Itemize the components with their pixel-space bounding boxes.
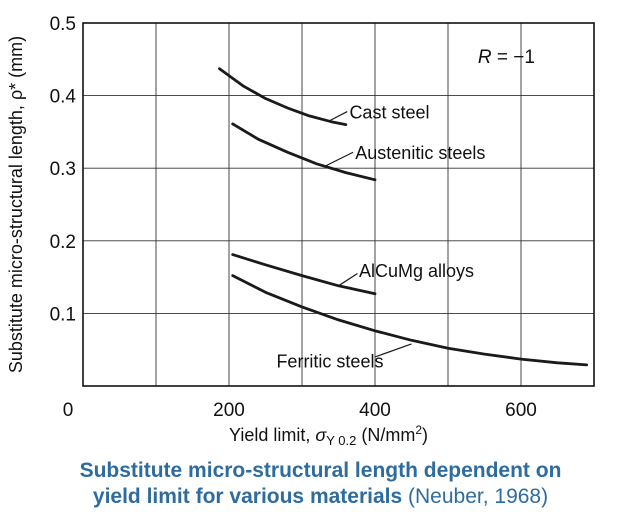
x-axis-label-unit-close: )	[422, 425, 428, 445]
series-line-austenitic-steels	[231, 122, 377, 182]
y-axis-label: Substitute micro-structural length, ρ* (…	[6, 36, 26, 373]
x-axis-label: Yield limit, σY 0.2 (N/mm2)	[229, 423, 428, 448]
plot-frame	[82, 22, 595, 387]
series-lines	[218, 67, 589, 367]
label-pointer-austenitic-steels	[323, 151, 354, 168]
x-axis-label-unit-open: (N/mm	[356, 425, 415, 445]
y-tick-label: 0.2	[50, 232, 76, 253]
label-pointer-alcumg-alloys	[338, 272, 358, 287]
y-tick-label: 0.1	[50, 304, 76, 325]
series-label-austenitic-steels: Austenitic steels	[355, 143, 485, 163]
x-axis-label-unit-exp: 2	[415, 423, 422, 437]
figure-caption-line-1: Substitute micro-structural length depen…	[79, 459, 562, 482]
series-label-ferritic-steels: Ferritic steels	[276, 352, 383, 372]
y-tick-label: 0.5	[50, 14, 76, 35]
y-tick-label: 0.3	[50, 159, 76, 180]
series-label-alcumg-alloys: AlCuMg alloys	[359, 261, 474, 281]
series-line-cast-steel	[218, 67, 348, 126]
x-tick-label: 400	[359, 400, 391, 421]
x-tick-labels: 0 200 400 600	[63, 400, 537, 421]
label-pointer-cast-steel	[327, 111, 348, 123]
figure-caption-citation: (Neuber, 1968)	[402, 485, 549, 508]
y-tick-labels: 0.1 0.2 0.3 0.4 0.5	[50, 14, 77, 325]
y-tick-label: 0.4	[50, 87, 77, 108]
x-axis-label-main: Yield limit,	[229, 425, 315, 445]
series-labels: Cast steel Austenitic steels AlCuMg alloys…	[276, 103, 485, 372]
annotation-rest: = −1	[492, 47, 535, 68]
x-tick-label: 0	[63, 400, 74, 421]
figure-caption-line-2: yield limit for various materials (Neube…	[0, 484, 641, 510]
x-tick-label: 200	[213, 400, 245, 421]
x-tick-label: 600	[505, 400, 537, 421]
figure-caption-bold: yield limit for various materials	[92, 485, 403, 508]
annotation-italic: R	[478, 47, 492, 68]
series-line-ferritic-steels	[231, 274, 589, 367]
label-pointer-ferritic-steels	[374, 343, 412, 358]
chart: 0.1 0.2 0.3 0.4 0.5 0 200 400 600 Cast steel Aus…	[6, 14, 595, 448]
series-line-alcumg-alloys	[231, 253, 377, 296]
grid	[83, 23, 594, 386]
annotation-r-value: R = −1	[478, 47, 535, 68]
x-axis-label-subscript: Y 0.2	[326, 433, 356, 448]
series-label-cast-steel: Cast steel	[349, 103, 429, 123]
x-axis-label-symbol: σ	[315, 425, 327, 445]
